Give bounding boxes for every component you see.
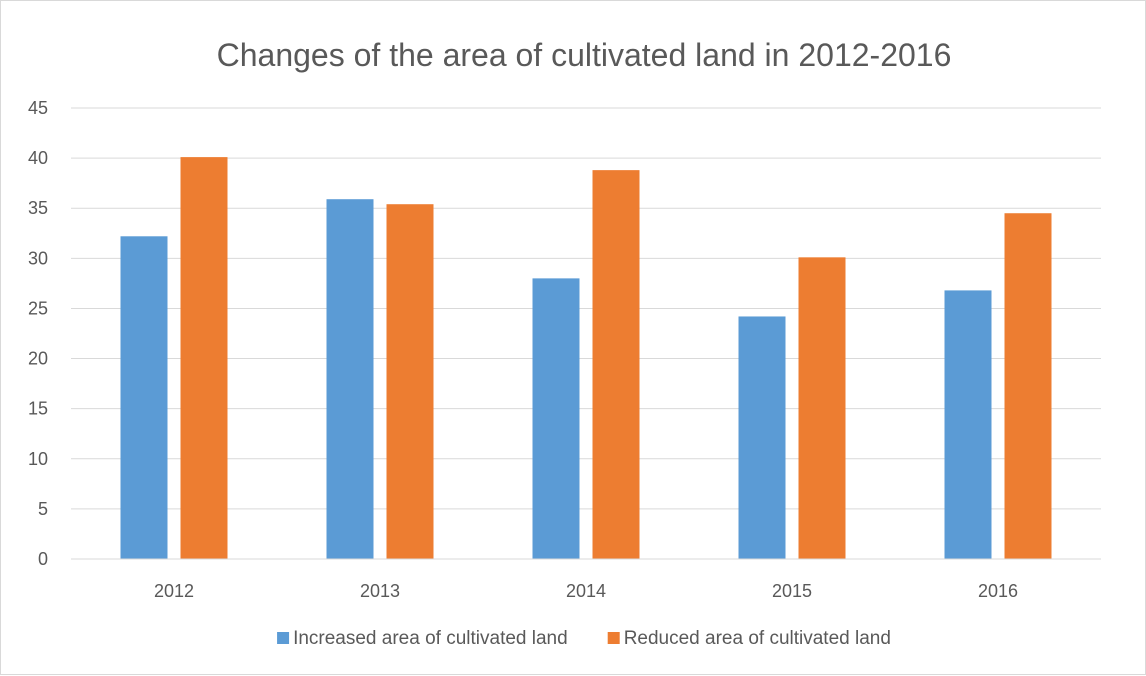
legend-label: Reduced area of cultivated land <box>624 628 891 649</box>
y-tick-label: 45 <box>28 98 48 118</box>
x-tick-label: 2014 <box>566 581 606 601</box>
bar-increased-2014 <box>532 278 580 559</box>
bar-reduced-2014 <box>592 170 640 560</box>
legend: Increased area of cultivated land Reduced… <box>277 628 891 649</box>
y-axis-tick-labels: 0 5 10 15 20 25 30 35 40 45 <box>28 98 48 569</box>
bar-reduced-2013 <box>386 204 434 560</box>
x-tick-label: 2016 <box>978 581 1018 601</box>
legend-item-increased: Increased area of cultivated land <box>277 628 568 649</box>
legend-swatch <box>607 632 620 644</box>
bars <box>120 157 1052 560</box>
bar-reduced-2012 <box>180 157 228 559</box>
bar-reduced-2015 <box>798 257 846 559</box>
chart-title: Changes of the area of cultivated land i… <box>217 37 952 73</box>
x-tick-label: 2015 <box>772 581 812 601</box>
y-tick-label: 25 <box>28 298 48 318</box>
bar-reduced-2016 <box>1004 213 1052 559</box>
y-tick-label: 0 <box>38 549 48 569</box>
bar-increased-2013 <box>326 199 374 560</box>
legend-swatch <box>277 632 290 644</box>
x-tick-label: 2012 <box>154 581 194 601</box>
y-tick-label: 35 <box>28 198 48 218</box>
y-tick-label: 15 <box>28 399 48 419</box>
bar-increased-2015 <box>738 316 786 559</box>
legend-label: Increased area of cultivated land <box>293 628 568 649</box>
y-tick-label: 10 <box>28 449 48 469</box>
gridlines <box>71 107 1101 510</box>
y-tick-label: 30 <box>28 248 48 268</box>
legend-item-reduced: Reduced area of cultivated land <box>607 628 891 649</box>
x-tick-label: 2013 <box>360 581 400 601</box>
y-tick-label: 5 <box>38 499 48 519</box>
bar-increased-2012 <box>120 236 168 560</box>
x-axis-tick-labels: 2012 2013 2014 2015 2016 <box>154 581 1018 601</box>
y-tick-label: 40 <box>28 148 48 168</box>
bar-increased-2016 <box>944 290 992 559</box>
y-tick-label: 20 <box>28 349 48 369</box>
